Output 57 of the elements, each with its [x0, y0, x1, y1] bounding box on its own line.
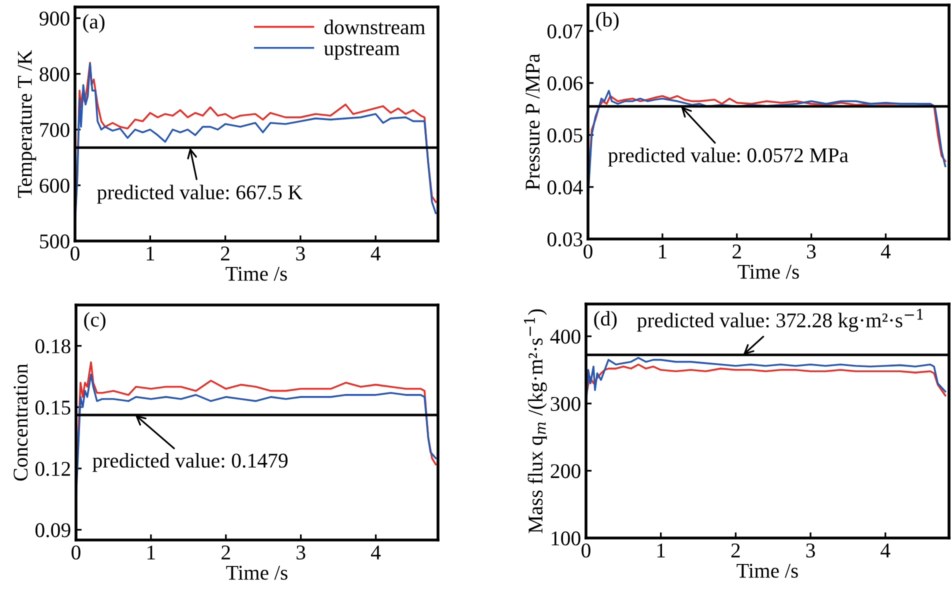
x-tick-label: 0: [72, 545, 80, 560]
y-axis-title: Mass flux q$_{m}$ /(kg·m²·s$^{−1}$): [524, 309, 547, 534]
x-tick-label: 2: [732, 244, 741, 258]
y-tick-label: 900: [40, 12, 70, 26]
annotation: predicted value: 0.1479: [92, 453, 288, 472]
x-tick-label: 1: [657, 544, 665, 558]
y-tick-label: 0.12: [35, 462, 70, 476]
annotation: (a): [83, 14, 104, 33]
y-axis-title: Pressure P /MPa: [526, 54, 540, 190]
x-tick-label: 0: [582, 543, 590, 558]
y-tick-label: 0.03: [547, 232, 582, 247]
y-tick-label: 800: [40, 67, 70, 82]
x-tick-label: 1: [148, 546, 155, 560]
y-tick-label: 0.04: [547, 180, 583, 195]
x-axis-title: Time /s: [736, 564, 798, 578]
x-tick-label: 1: [659, 244, 666, 258]
x-tick-label: 3: [806, 544, 815, 558]
x-tick-label: 4: [880, 544, 890, 558]
x-tick-label: 3: [807, 244, 816, 259]
y-axis-title: Temperature T /K: [18, 50, 36, 198]
y-tick-label: 200: [550, 464, 580, 478]
y-tick-label: 300: [550, 396, 580, 411]
y-tick-label: 0.09: [35, 523, 70, 538]
annotation: (b): [596, 12, 619, 31]
x-tick-label: 4: [880, 244, 891, 258]
annotation: (c): [84, 312, 106, 331]
y-tick-label: 100: [552, 531, 580, 546]
x-axis-title: Time /s: [738, 264, 799, 279]
y-axis-title: Concentration: [14, 364, 28, 481]
y-tick-label: 0.15: [35, 400, 70, 415]
x-tick-label: 0: [584, 244, 592, 259]
y-tick-label: 400: [550, 330, 580, 344]
x-tick-label: 1: [146, 246, 154, 260]
x-tick-label: 3: [296, 546, 306, 560]
y-tick-label: 600: [40, 178, 70, 193]
y-tick-label: 0.05: [547, 128, 582, 143]
annotation: predicted value: 372.28 kg·m²·s$^{−1}$: [637, 308, 923, 332]
x-tick-label: 4: [370, 546, 381, 560]
x-tick-label: 2: [221, 246, 230, 260]
x-tick-label: 0: [70, 246, 80, 261]
x-tick-label: 4: [370, 246, 381, 260]
x-axis-title: Time /s: [226, 566, 288, 580]
x-tick-label: 2: [222, 546, 230, 560]
y-tick-label: 0.07: [547, 24, 583, 39]
annotation: (d): [594, 311, 617, 330]
y-tick-label: 0.06: [547, 76, 583, 91]
annotation: predicted value: 0.0572 MPa: [608, 148, 848, 167]
x-tick-label: 2: [731, 544, 740, 558]
x-tick-label: 3: [296, 246, 305, 261]
y-tick-label: 700: [40, 122, 70, 138]
line-series: [586, 364, 946, 398]
x-axis-title: Time /s: [226, 266, 287, 281]
legend-label: downstream: [324, 20, 426, 34]
y-tick-label: 0.18: [35, 339, 70, 354]
y-tick-label: 500: [40, 234, 70, 248]
annotation: predicted value: 667.5 K: [97, 184, 303, 204]
legend-label: upstream: [324, 43, 400, 60]
